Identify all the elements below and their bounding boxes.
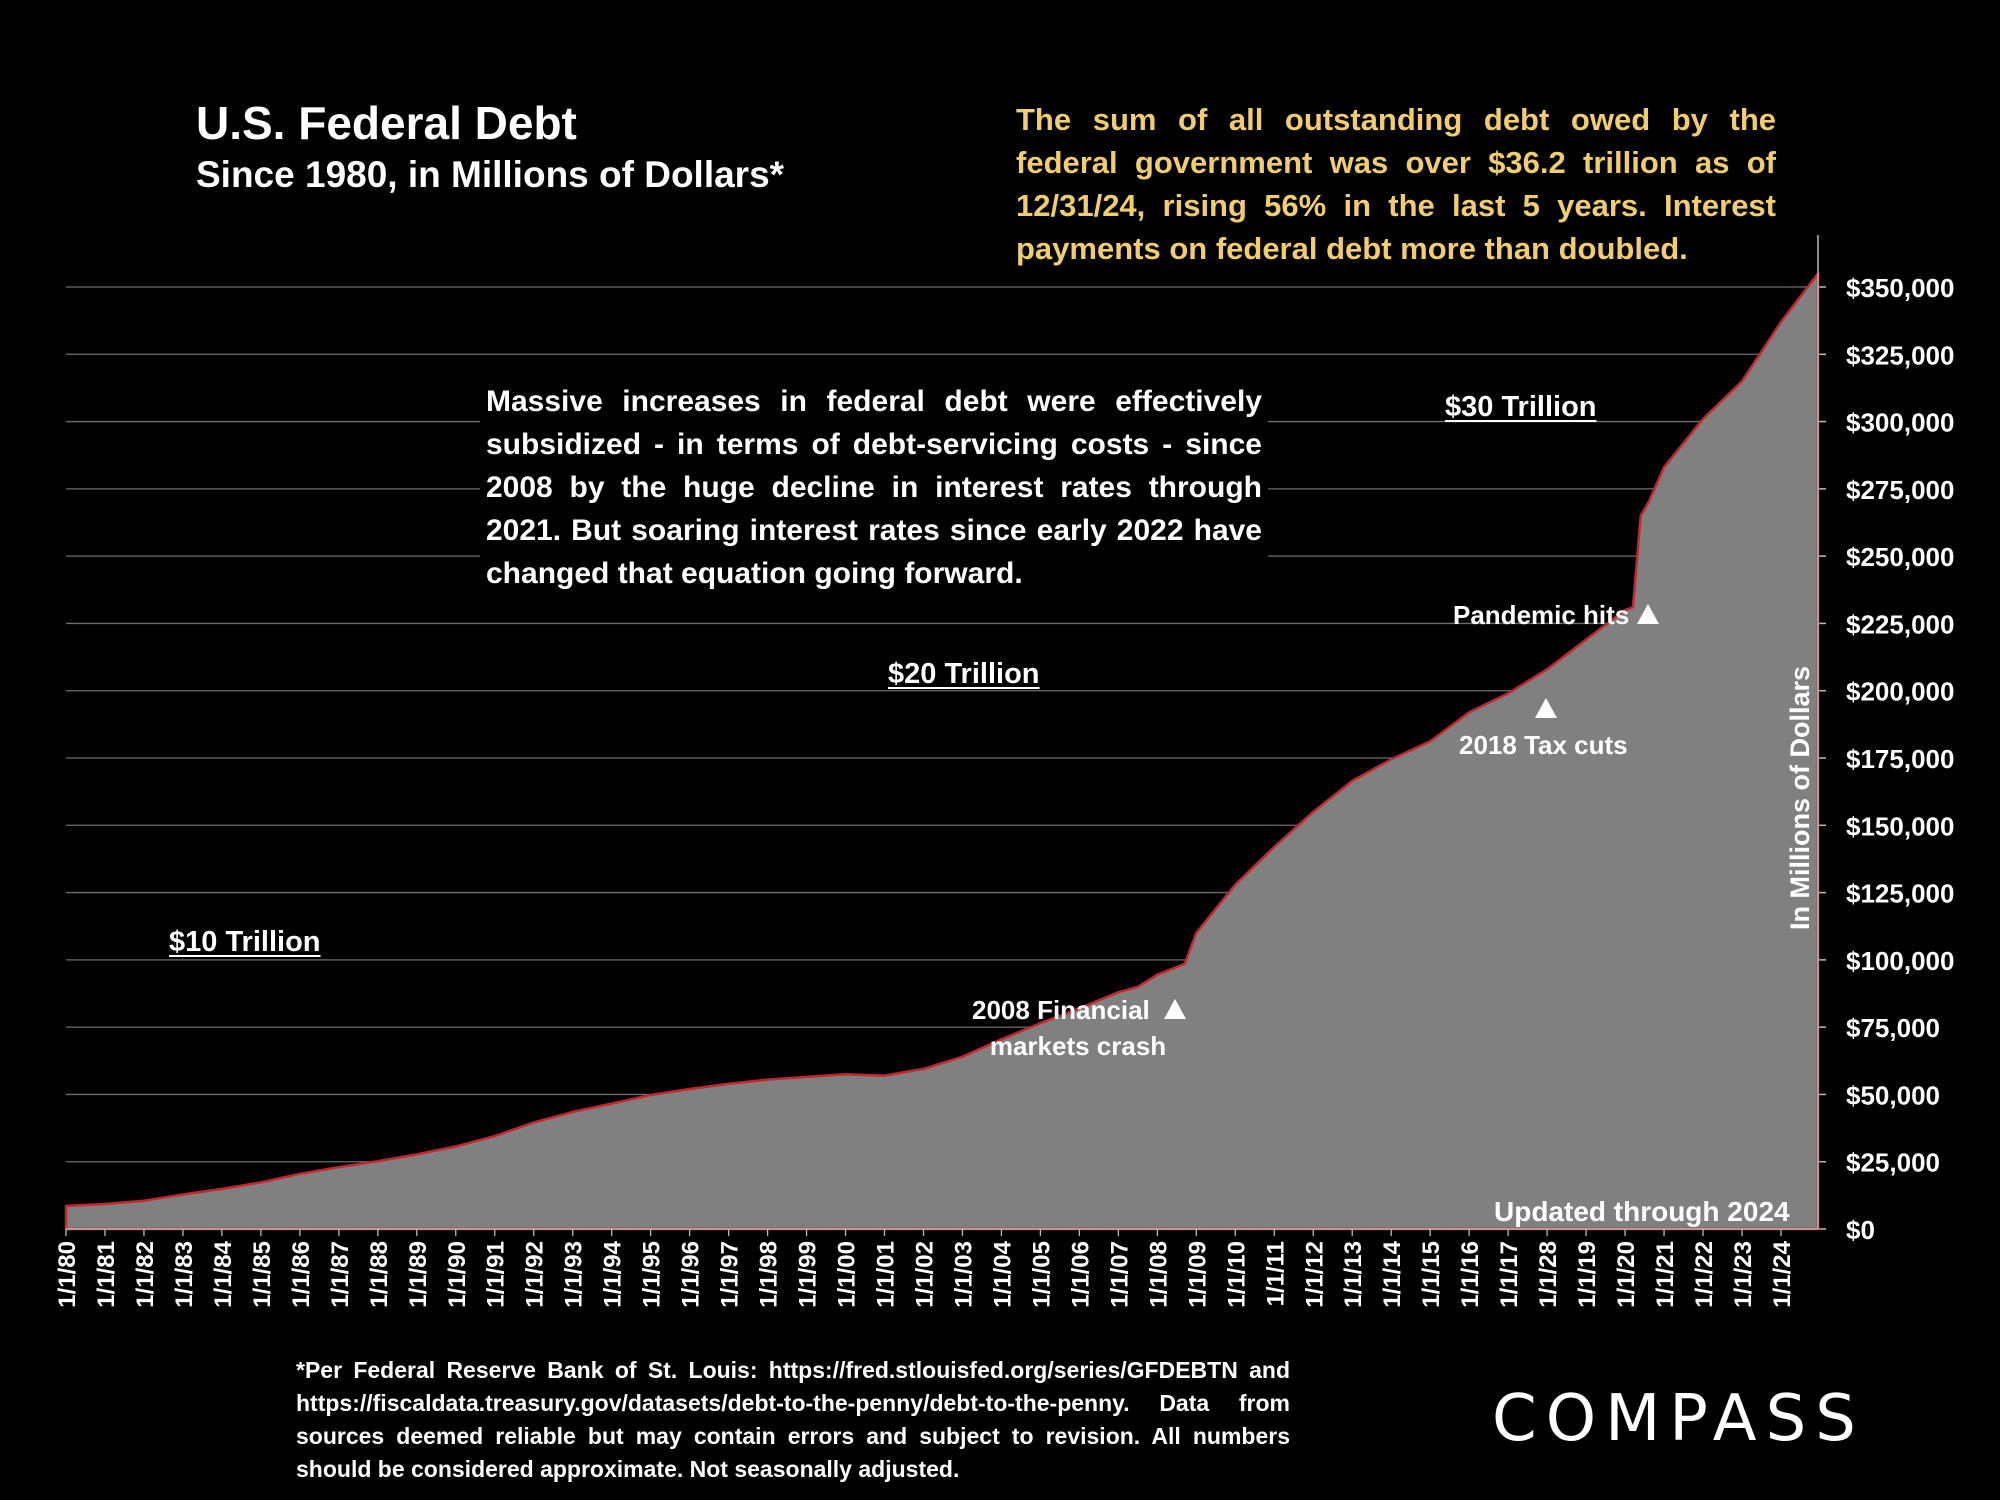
source-footnote: *Per Federal Reserve Bank of St. Louis: …	[296, 1357, 1290, 1482]
y-tick-labels: $0 $25,000 $50,000 $75,000 $100,000 $125,000 $…	[1846, 273, 1954, 1245]
x-tick-label: 1/1/24	[1769, 1240, 1796, 1307]
x-tick-label: 1/1/02	[912, 1241, 939, 1308]
x-tick-label: 1/1/14	[1379, 1240, 1406, 1307]
event-label-2008-crash-line2: markets crash	[989, 1031, 1167, 1061]
y-tick-label: $50,000	[1846, 1080, 1940, 1110]
x-tick-label: 1/1/88	[366, 1241, 393, 1308]
x-tick-label: 1/1/99	[795, 1241, 822, 1308]
x-tick-label: 1/1/16	[1457, 1241, 1484, 1308]
x-tick-label: 1/1/20	[1613, 1241, 1640, 1308]
x-tick-label: 1/1/96	[678, 1241, 705, 1308]
y-tick-label: $225,000	[1846, 609, 1954, 639]
event-label-2008-crash: 2008 Financial markets crash	[968, 992, 1188, 1064]
x-tick-label: 1/1/92	[522, 1241, 549, 1308]
milestone-10-trillion: $10 Trillion	[169, 926, 321, 958]
event-label-2008-crash-line1: 2008 Financial	[972, 995, 1150, 1025]
x-tick-label: 1/1/91	[483, 1241, 510, 1308]
y-tick-label: $325,000	[1846, 340, 1954, 370]
x-tick-label: 1/1/03	[951, 1241, 978, 1308]
x-tick-label: 1/1/10	[1223, 1241, 1250, 1308]
x-tick-label: 1/1/93	[561, 1241, 588, 1308]
updated-note: Updated through 2024	[1494, 1196, 1790, 1227]
x-tick-label: 1/1/87	[327, 1241, 354, 1308]
x-tick-label: 1/1/22	[1691, 1241, 1718, 1308]
y-tick-label: $0	[1846, 1215, 1875, 1245]
x-tick-label: 1/1/95	[639, 1241, 666, 1308]
x-tick-label: 1/1/86	[288, 1241, 315, 1308]
event-markers	[1164, 604, 1659, 1019]
y-tick-label: $175,000	[1846, 744, 1954, 774]
x-tick-label: 1/1/21	[1652, 1241, 1679, 1308]
summary-text: The sum of all outstanding debt owed by …	[1016, 102, 1776, 266]
x-tick-label: 1/1/90	[444, 1241, 471, 1308]
chart-subtitle: Since 1980, in Millions of Dollars*	[196, 154, 785, 195]
y-tick-label: $200,000	[1846, 677, 1954, 707]
y-axis-label: In Millions of Dollars	[1785, 666, 1815, 930]
event-label-pandemic: Pandemic hits	[1453, 600, 1630, 630]
x-tick-label: 1/1/83	[171, 1241, 198, 1308]
x-tick-label: 1/1/06	[1067, 1241, 1094, 1308]
x-tick-label: 1/1/94	[600, 1240, 627, 1307]
x-tick-label: 1/1/11	[1262, 1241, 1289, 1306]
x-tick-label: 1/1/17	[1496, 1241, 1523, 1308]
x-tick-label: 1/1/98	[756, 1241, 783, 1308]
x-tick-label: 1/1/80	[54, 1241, 81, 1308]
x-tick-label: 1/1/09	[1184, 1241, 1211, 1308]
x-tick-label: 1/1/97	[717, 1241, 744, 1308]
x-tick-label: 1/1/05	[1028, 1241, 1055, 1308]
y-tick-label: $300,000	[1846, 408, 1954, 438]
x-tick-label: 1/1/15	[1418, 1241, 1445, 1308]
event-marker-pandemic	[1637, 604, 1659, 624]
x-tick-label: 1/1/28	[1535, 1241, 1562, 1308]
x-tick-label: 1/1/12	[1301, 1241, 1328, 1308]
x-tick-label: 1/1/82	[132, 1241, 159, 1308]
compass-logo: COMPASS	[1492, 1382, 1865, 1456]
y-tick-label: $100,000	[1846, 946, 1954, 976]
milestone-20-trillion: $20 Trillion	[888, 658, 1040, 690]
debt-area	[64, 272, 1820, 1231]
commentary-text: Massive increases in federal debt were e…	[480, 380, 1268, 595]
x-tick-label: 1/1/01	[873, 1241, 900, 1308]
x-tick-label: 1/1/19	[1574, 1241, 1601, 1308]
y-tick-label: $350,000	[1846, 273, 1954, 303]
x-tick-labels: 1/1/80 1/1/81 1/1/82 1/1/83 1/1/84 1/1/85 1/1/…	[54, 1229, 1796, 1308]
x-tick-label: 1/1/81	[93, 1241, 120, 1308]
event-label-tax-cuts: 2018 Tax cuts	[1459, 730, 1628, 760]
x-tick-label: 1/1/08	[1145, 1241, 1172, 1308]
y-tick-label: $25,000	[1846, 1148, 1940, 1178]
y-tick-label: $250,000	[1846, 542, 1954, 572]
x-tick-label: 1/1/00	[834, 1241, 861, 1308]
milestone-30-trillion: $30 Trillion	[1445, 391, 1597, 423]
y-tick-label: $75,000	[1846, 1013, 1940, 1043]
y-tick-label: $275,000	[1846, 475, 1954, 505]
x-tick-label: 1/1/89	[405, 1241, 432, 1308]
x-tick-label: 1/1/13	[1340, 1241, 1367, 1308]
x-tick-label: 1/1/85	[249, 1241, 276, 1308]
event-marker-2008-crash	[1164, 999, 1186, 1019]
x-tick-label: 1/1/07	[1106, 1241, 1133, 1308]
x-tick-label: 1/1/23	[1730, 1241, 1757, 1308]
event-marker-tax-cuts	[1535, 698, 1557, 718]
y-tick-label: $150,000	[1846, 811, 1954, 841]
chart-title: U.S. Federal Debt	[196, 97, 577, 149]
y-tick-label: $125,000	[1846, 879, 1954, 909]
x-tick-label: 1/1/84	[210, 1240, 237, 1307]
x-tick-label: 1/1/04	[989, 1240, 1016, 1307]
